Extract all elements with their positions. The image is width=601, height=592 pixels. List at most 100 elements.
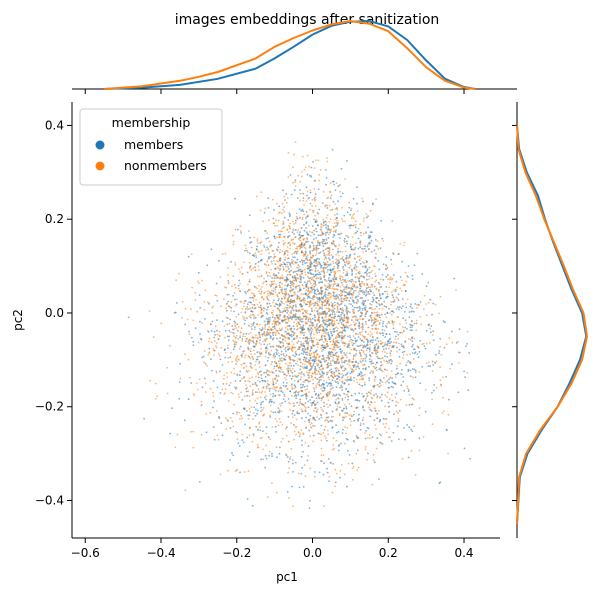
scatter-point: [360, 375, 363, 378]
scatter-point: [279, 337, 281, 339]
scatter-point: [412, 398, 415, 401]
scatter-point: [258, 335, 261, 337]
scatter-point: [321, 313, 323, 316]
scatter-point: [353, 253, 356, 256]
scatter-point: [389, 278, 392, 281]
scatter-point: [284, 385, 287, 388]
scatter-point: [343, 298, 345, 301]
scatter-point: [386, 267, 389, 269]
scatter-point: [265, 337, 268, 340]
scatter-point: [292, 238, 295, 241]
scatter-point: [321, 354, 324, 357]
scatter-point: [275, 491, 278, 494]
scatter-point: [357, 227, 360, 230]
scatter-point: [235, 343, 238, 346]
scatter-point: [302, 347, 304, 350]
scatter-point: [353, 315, 356, 318]
scatter-point: [254, 307, 257, 309]
scatter-point: [336, 208, 339, 211]
scatter-point: [292, 409, 295, 412]
scatter-point: [397, 372, 399, 374]
scatter-point: [276, 303, 279, 306]
scatter-point: [264, 376, 267, 378]
scatter-point: [237, 326, 240, 328]
scatter-point: [388, 286, 390, 289]
scatter-point: [439, 366, 442, 369]
scatter-point: [327, 406, 329, 408]
scatter-point: [304, 475, 307, 478]
scatter-point: [360, 349, 363, 351]
scatter-point: [333, 234, 336, 237]
scatter-point: [365, 216, 368, 219]
scatter-point: [235, 386, 238, 389]
scatter-point: [286, 261, 288, 264]
scatter-point: [366, 392, 368, 395]
scatter-point: [321, 242, 324, 245]
scatter-point: [338, 244, 340, 247]
scatter-point: [317, 432, 320, 435]
scatter-point: [311, 317, 314, 320]
scatter-point: [352, 248, 354, 251]
scatter-point: [209, 411, 212, 414]
scatter-point: [374, 363, 377, 366]
scatter-point: [275, 323, 278, 326]
scatter-point: [293, 279, 296, 282]
scatter-point: [282, 437, 284, 440]
scatter-point: [248, 380, 251, 383]
scatter-point: [225, 382, 228, 385]
scatter-point: [267, 197, 270, 200]
scatter-point: [299, 278, 302, 281]
scatter-point: [365, 231, 367, 233]
scatter-point: [343, 392, 346, 395]
scatter-point: [315, 410, 318, 413]
scatter-point: [323, 429, 326, 431]
scatter-point: [143, 417, 146, 420]
scatter-point: [368, 433, 371, 436]
scatter-point: [316, 220, 319, 223]
scatter-point: [399, 331, 402, 334]
scatter-point: [364, 373, 366, 376]
scatter-point: [315, 307, 317, 309]
scatter-point: [329, 315, 331, 317]
scatter-point: [297, 245, 300, 248]
scatter-point: [458, 328, 461, 330]
scatter-point: [250, 316, 252, 319]
scatter-point: [346, 159, 348, 162]
scatter-point: [392, 382, 395, 384]
scatter-point: [287, 440, 290, 443]
scatter-point: [354, 276, 357, 279]
scatter-point: [316, 408, 319, 411]
scatter-point: [241, 340, 244, 342]
scatter-point: [286, 304, 289, 306]
scatter-point: [288, 295, 291, 298]
scatter-point: [457, 362, 460, 364]
scatter-point: [428, 323, 430, 326]
scatter-point: [351, 272, 354, 275]
scatter-point: [375, 327, 377, 330]
scatter-point: [242, 335, 244, 338]
scatter-point: [273, 357, 276, 359]
scatter-point: [294, 229, 297, 231]
scatter-point: [368, 348, 371, 351]
scatter-point: [386, 293, 389, 296]
scatter-point: [371, 397, 374, 400]
scatter-point: [336, 374, 339, 377]
scatter-point: [317, 188, 320, 191]
scatter-point: [160, 322, 163, 325]
scatter-point: [374, 407, 377, 410]
scatter-point: [361, 282, 363, 285]
scatter-point: [253, 341, 255, 344]
scatter-point: [342, 329, 344, 332]
scatter-point: [221, 320, 224, 322]
scatter-point: [296, 291, 299, 293]
scatter-point: [183, 419, 186, 422]
scatter-point: [241, 439, 244, 441]
scatter-point: [427, 281, 430, 284]
scatter-point: [277, 323, 280, 326]
scatter-point: [333, 265, 335, 268]
scatter-point: [303, 309, 306, 312]
scatter-point: [269, 305, 272, 307]
scatter-point: [298, 208, 301, 211]
scatter-point: [272, 333, 274, 335]
scatter-point: [352, 329, 355, 332]
